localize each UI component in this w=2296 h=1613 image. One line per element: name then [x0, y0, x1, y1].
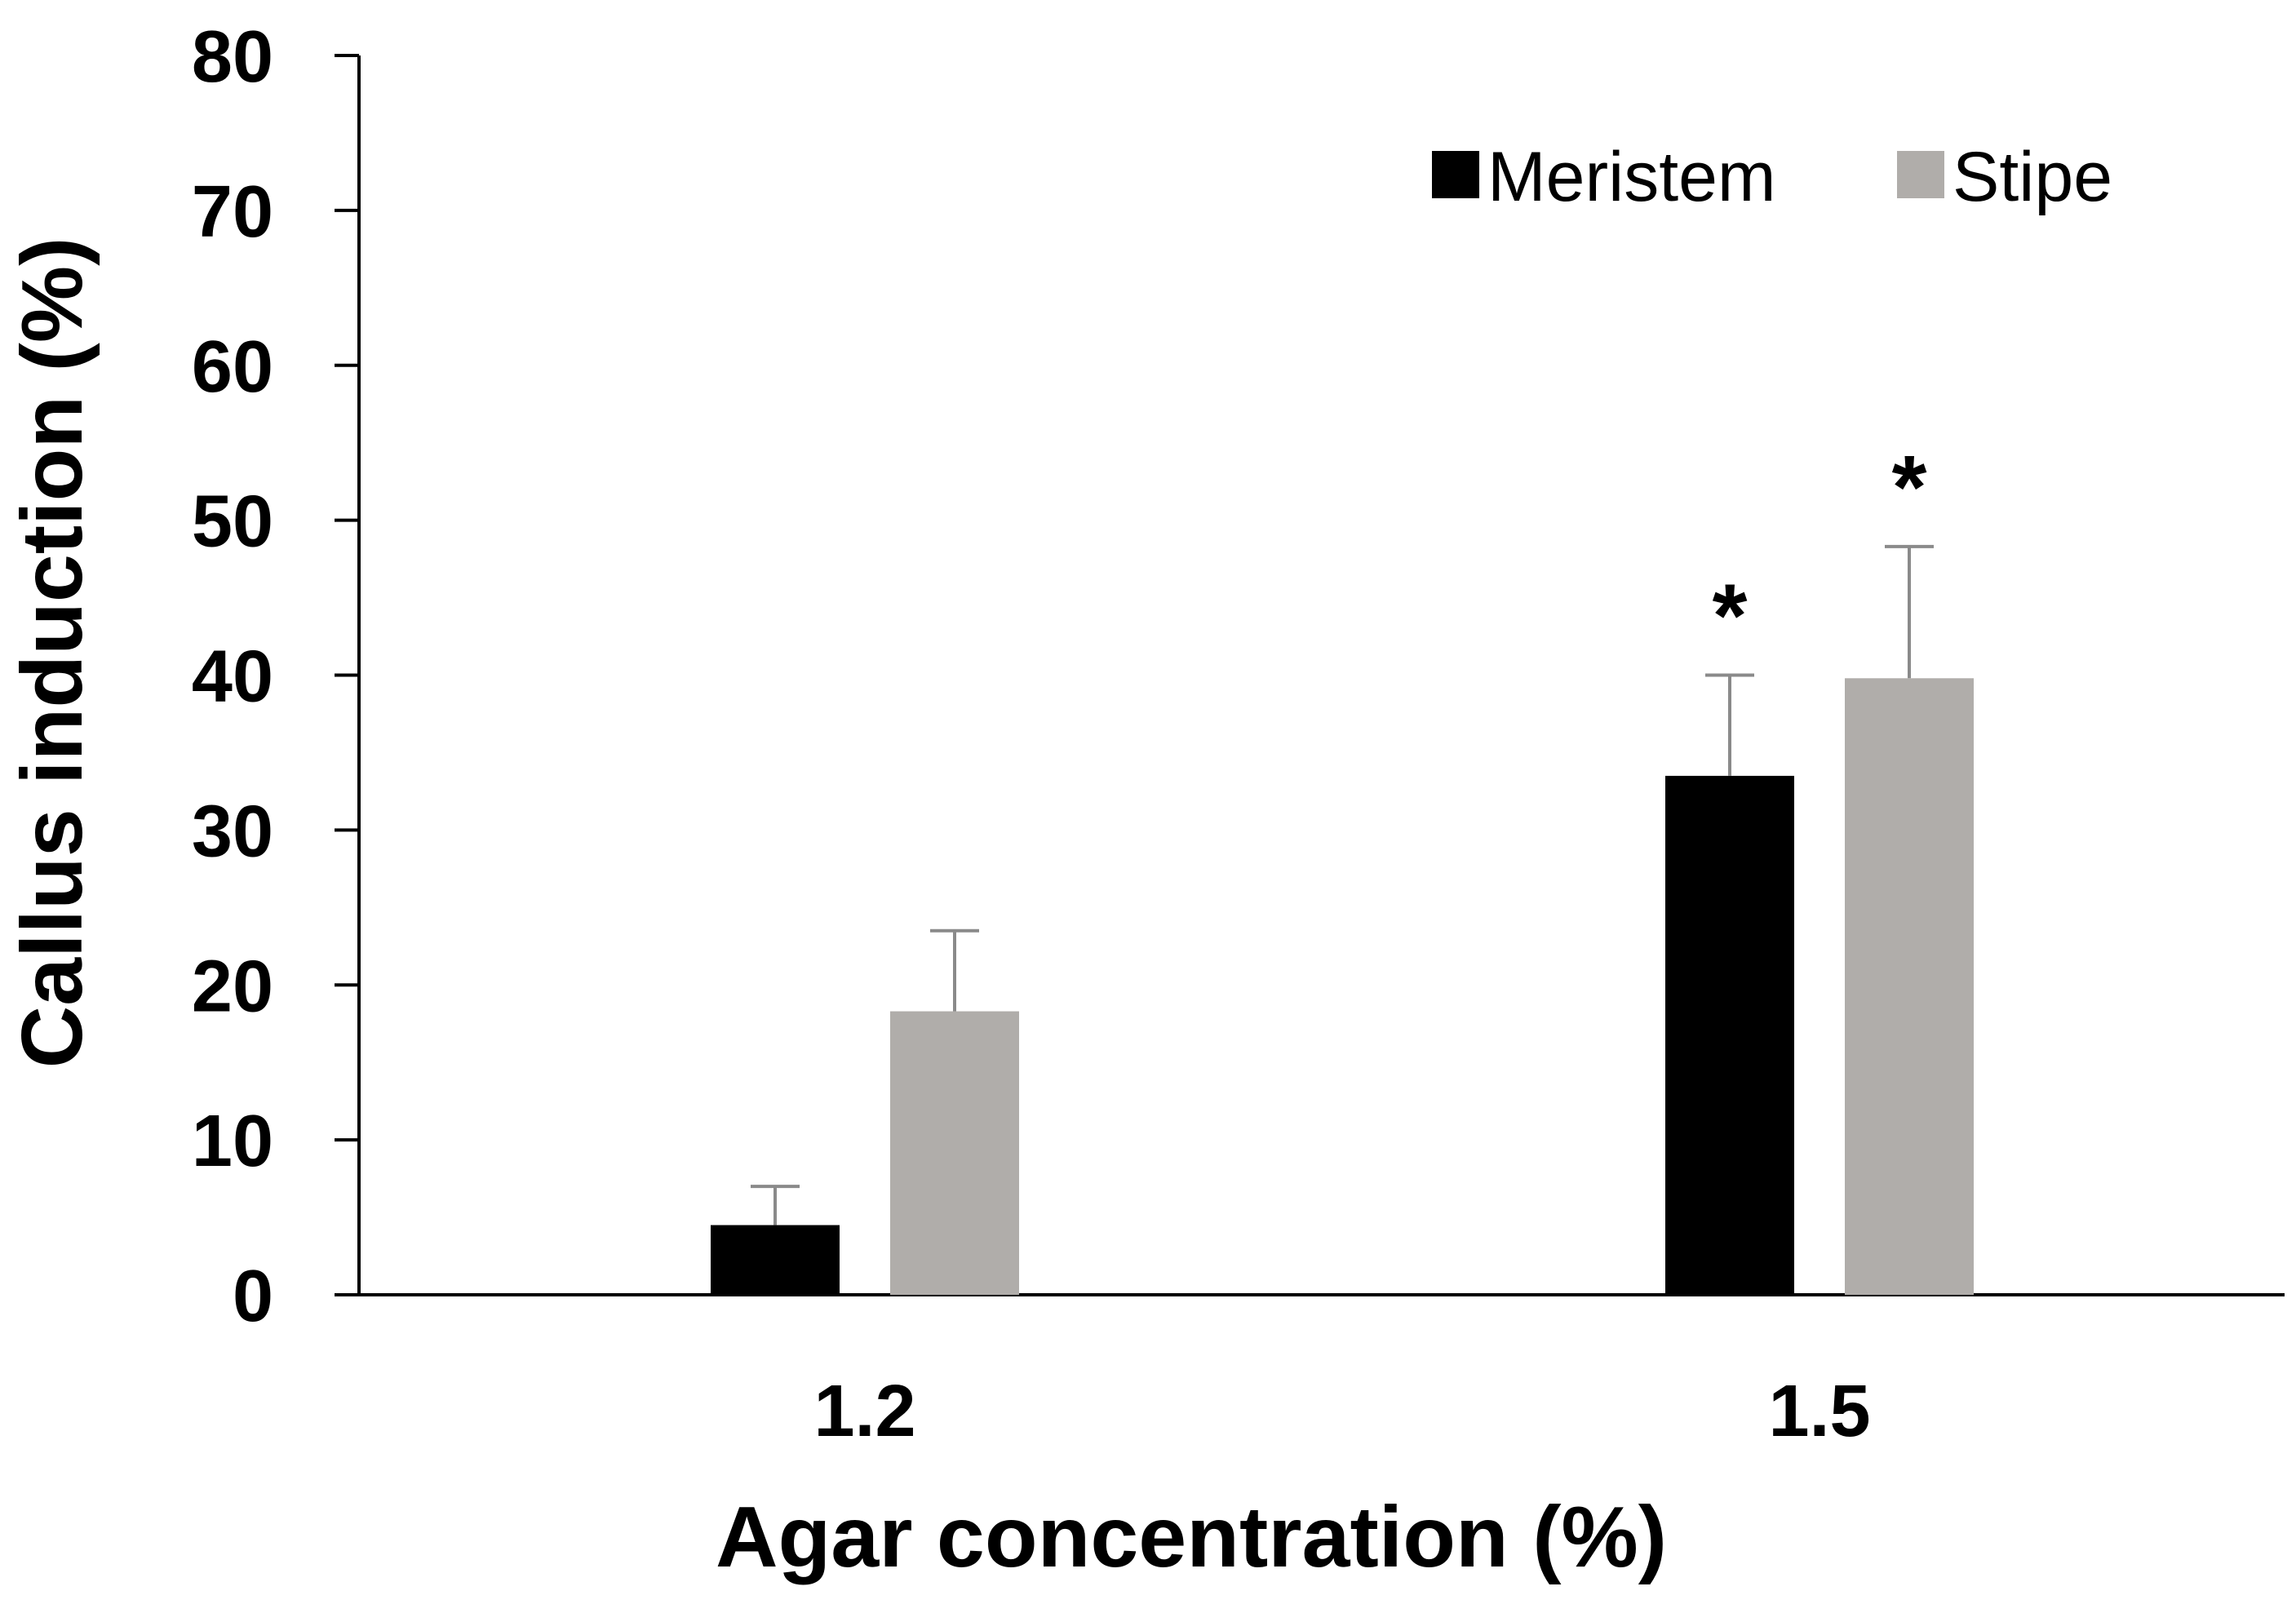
- y-axis-title: Callus induction (%): [4, 237, 100, 1069]
- legend-swatch-stipe: [1897, 151, 1944, 198]
- legend-label-stipe: Stipe: [1952, 138, 2112, 216]
- y-tick-label: 30: [192, 791, 273, 872]
- y-tick-label: 40: [192, 636, 273, 718]
- axes: [335, 55, 2285, 1296]
- bar-meristem-1.2: [711, 1225, 840, 1295]
- y-tick-label: 20: [192, 946, 273, 1027]
- bars: **: [711, 437, 1974, 1295]
- y-tick-label: 70: [192, 171, 273, 253]
- y-tick-label: 60: [192, 326, 273, 408]
- y-tick-label: 0: [233, 1256, 273, 1337]
- legend-swatch-meristem: [1432, 151, 1479, 198]
- legend: Meristem Stipe: [1432, 138, 2112, 216]
- y-tick-label: 80: [192, 16, 273, 98]
- significance-marker: *: [1713, 566, 1748, 667]
- y-tick-label: 10: [192, 1101, 273, 1182]
- bar-meristem-1.5: [1665, 775, 1794, 1295]
- y-tick-label: 50: [192, 481, 273, 563]
- bar-stipe-1.2: [890, 1011, 1019, 1295]
- x-tick-label: 1.5: [1768, 1371, 1870, 1452]
- bar-stipe-1.5: [1845, 678, 1974, 1295]
- legend-label-meristem: Meristem: [1487, 138, 1776, 216]
- significance-marker: *: [1892, 437, 1927, 538]
- y-ticks: 0 10 20 30 40 50 60 70 80: [192, 16, 359, 1337]
- x-ticks: 1.2 1.5: [813, 1371, 1870, 1452]
- x-axis-title: Agar concentration (%): [716, 1489, 1667, 1585]
- x-tick-label: 1.2: [813, 1371, 915, 1452]
